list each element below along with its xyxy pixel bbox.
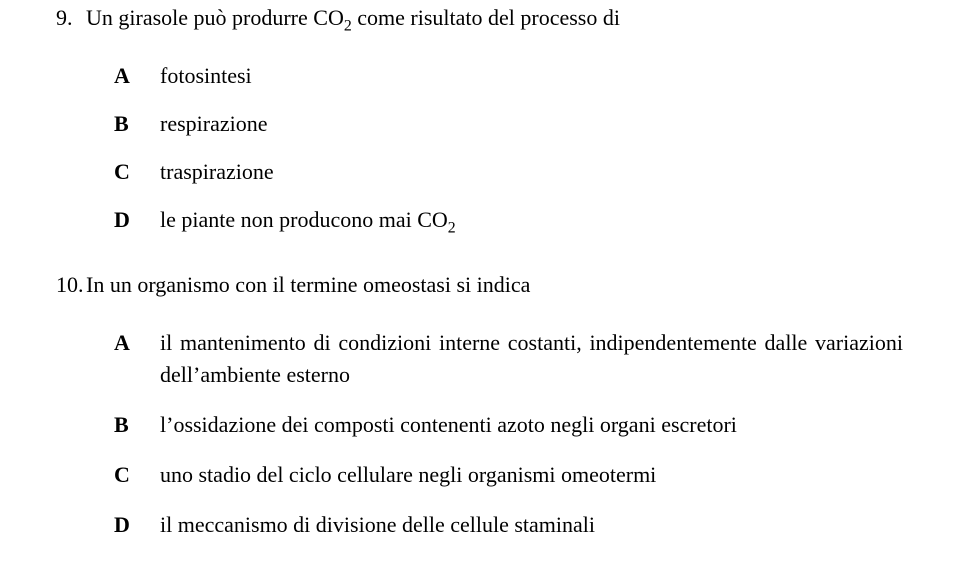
- option-letter: A: [114, 60, 160, 92]
- option-letter: C: [114, 156, 160, 188]
- question-10-option-a: A il mantenimento di condizioni interne …: [114, 327, 903, 391]
- question-9-option-d: D le piante non producono mai CO2: [114, 204, 903, 236]
- option-letter: C: [114, 459, 160, 491]
- option-letter: B: [114, 108, 160, 140]
- option-letter: D: [114, 509, 160, 541]
- question-9-option-b: B respirazione: [114, 108, 903, 140]
- question-10-text: In un organismo con il termine omeostasi…: [86, 269, 903, 301]
- option-text: respirazione: [160, 108, 903, 140]
- question-9: 9. Un girasole può produrre CO2 come ris…: [56, 2, 903, 235]
- option-text: fotosintesi: [160, 60, 903, 92]
- question-10-options: A il mantenimento di condizioni interne …: [114, 327, 903, 540]
- question-9-number: 9.: [56, 2, 86, 34]
- question-9-option-a: A fotosintesi: [114, 60, 903, 92]
- option-text: uno stadio del ciclo cellulare negli org…: [160, 459, 903, 491]
- option-text: il mantenimento di condizioni interne co…: [160, 327, 903, 391]
- question-10-option-b: B l’ossidazione dei composti contenenti …: [114, 409, 903, 441]
- option-text: le piante non producono mai CO2: [160, 204, 903, 236]
- exam-page: 9. Un girasole può produrre CO2 come ris…: [0, 0, 959, 541]
- question-9-text: Un girasole può produrre CO2 come risult…: [86, 2, 903, 34]
- option-text: il meccanismo di divisione delle cellule…: [160, 509, 903, 541]
- option-letter: D: [114, 204, 160, 236]
- question-10-stem: 10. In un organismo con il termine omeos…: [56, 269, 903, 301]
- option-text: traspirazione: [160, 156, 903, 188]
- question-10: 10. In un organismo con il termine omeos…: [56, 269, 903, 540]
- option-letter: B: [114, 409, 160, 441]
- question-10-option-c: C uno stadio del ciclo cellulare negli o…: [114, 459, 903, 491]
- question-9-options: A fotosintesi B respirazione C traspiraz…: [114, 60, 903, 236]
- option-letter: A: [114, 327, 160, 359]
- question-10-option-d: D il meccanismo di divisione delle cellu…: [114, 509, 903, 541]
- question-10-number: 10.: [56, 269, 86, 301]
- question-9-stem: 9. Un girasole può produrre CO2 come ris…: [56, 2, 903, 34]
- question-9-option-c: C traspirazione: [114, 156, 903, 188]
- option-text: l’ossidazione dei composti contenenti az…: [160, 409, 903, 441]
